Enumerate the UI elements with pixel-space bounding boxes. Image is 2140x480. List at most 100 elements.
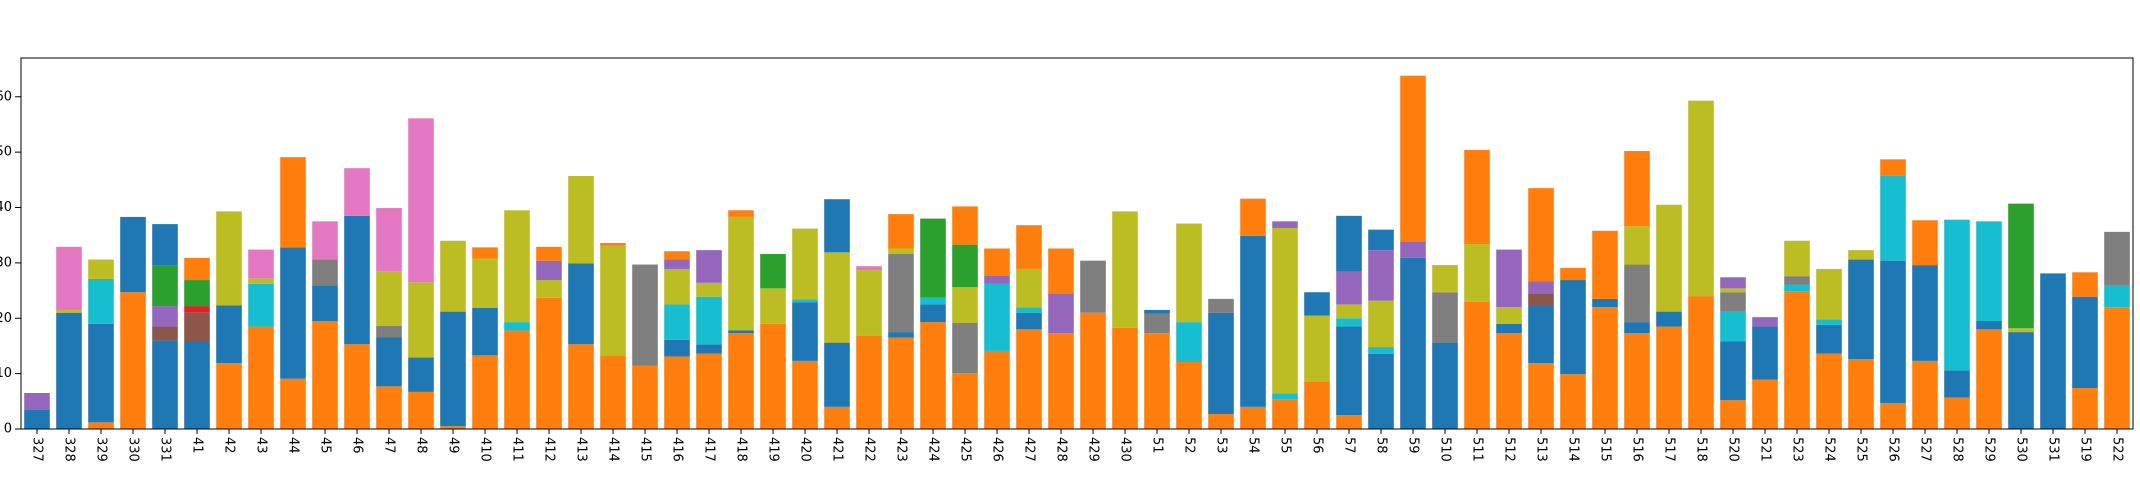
bar-segment (56, 312, 82, 429)
x-tick-label: 57 (1342, 437, 1357, 454)
x-tick-label: 426 (990, 437, 1005, 462)
bar-segment (1048, 293, 1074, 334)
bar-segment (1272, 393, 1298, 400)
bar-segment (1816, 268, 1842, 320)
bar-segment (376, 271, 402, 327)
bar-segment (440, 240, 466, 312)
bar-segment (760, 254, 786, 289)
x-tick-label: 528 (1950, 437, 1965, 462)
bar-segment (152, 265, 178, 307)
x-tick-label: 412 (542, 437, 557, 462)
bar-segment (1400, 257, 1426, 429)
bar-segment (152, 326, 178, 341)
bar-segment (792, 299, 818, 303)
bar-segment (184, 280, 210, 307)
bar-segment (1688, 296, 1714, 429)
bar-segment (568, 175, 594, 264)
x-tick-label: 59 (1406, 437, 1421, 454)
bar-segment (1784, 276, 1810, 285)
bar-segment (1176, 322, 1202, 362)
bar-segment (1912, 265, 1938, 361)
bar-segment (760, 323, 786, 429)
bar-segment (1080, 260, 1106, 313)
bar-segment (1976, 329, 2002, 429)
x-tick-label: 514 (1566, 437, 1581, 462)
x-tick-label: 53 (1214, 437, 1229, 454)
bar-segment (664, 304, 690, 340)
bar-segment (1976, 221, 2002, 322)
bar-segment (1016, 307, 1042, 313)
x-tick-label: 52 (1182, 437, 1197, 454)
bar-segment (696, 282, 722, 297)
bar-segment (1880, 175, 1906, 261)
plot-frame (20, 57, 2134, 430)
bar-segment (1304, 315, 1330, 382)
bar-segment (728, 333, 754, 429)
bar-segment (408, 118, 434, 283)
bar-segment (1496, 323, 1522, 334)
bar-segment (2104, 307, 2130, 429)
bar-segment (952, 373, 978, 429)
bar-segment (1848, 359, 1874, 429)
bar-segment (1240, 235, 1266, 407)
x-tick-label: 49 (446, 437, 461, 454)
bar-segment (1720, 288, 1746, 293)
bar-segment (1720, 400, 1746, 429)
bar-segment (1688, 100, 1714, 297)
bar-segment (696, 353, 722, 429)
bar-segment (1336, 326, 1362, 416)
x-tick-label: 518 (1694, 437, 1709, 462)
x-tick-label: 418 (734, 437, 749, 462)
bar-segment (696, 344, 722, 354)
bar-segment (952, 206, 978, 245)
x-tick-label: 422 (862, 437, 877, 462)
bar-segment (664, 251, 690, 260)
bar-segment (2072, 272, 2098, 297)
bar-segment (1464, 301, 1490, 429)
bar-segment (696, 250, 722, 283)
bar-segment (1304, 292, 1330, 316)
x-tick-label: 516 (1630, 437, 1645, 462)
bar-segment (1464, 244, 1490, 302)
bar-segment (1880, 402, 1906, 429)
bar-segment (1400, 241, 1426, 258)
bar-segment (1944, 219, 1970, 371)
bar-segment (216, 211, 242, 306)
bar-segment (408, 357, 434, 392)
bar-segment (280, 247, 306, 379)
bar-segment (1304, 381, 1330, 429)
bar-segment (1112, 211, 1138, 328)
bar-segment (1400, 75, 1426, 242)
bar-segment (1944, 370, 1970, 398)
bar-segment (1784, 284, 1810, 292)
x-tick-label: 521 (1758, 437, 1773, 462)
bar-segment (1464, 149, 1490, 245)
bar-segment (88, 422, 114, 429)
bar-segment (984, 350, 1010, 429)
bar-segment (1592, 307, 1618, 429)
bar-segment (888, 214, 914, 249)
bar-segment (1144, 333, 1170, 429)
bar-segment (1336, 318, 1362, 327)
bar-segment (1528, 293, 1554, 306)
bar-segment (184, 257, 210, 281)
y-tick-label: 30 (0, 255, 12, 270)
bar-segment (1944, 397, 1970, 429)
x-tick-label: 328 (62, 437, 77, 462)
bar-segment (728, 330, 754, 334)
bar-segment (88, 259, 114, 279)
bar-segment (888, 248, 914, 255)
bar-segment (696, 296, 722, 345)
bar-segment (1624, 333, 1650, 429)
bar-segment (952, 244, 978, 288)
bar-segment (24, 409, 50, 429)
bar-segment (1144, 313, 1170, 334)
bar-segment (2072, 296, 2098, 389)
bar-segment (440, 426, 466, 429)
bar-segment (1752, 326, 1778, 380)
bar-segment (1496, 249, 1522, 308)
bar-segment (824, 252, 850, 343)
x-tick-label: 416 (670, 437, 685, 462)
bar-segment (344, 215, 370, 345)
bar-segment (1016, 268, 1042, 308)
